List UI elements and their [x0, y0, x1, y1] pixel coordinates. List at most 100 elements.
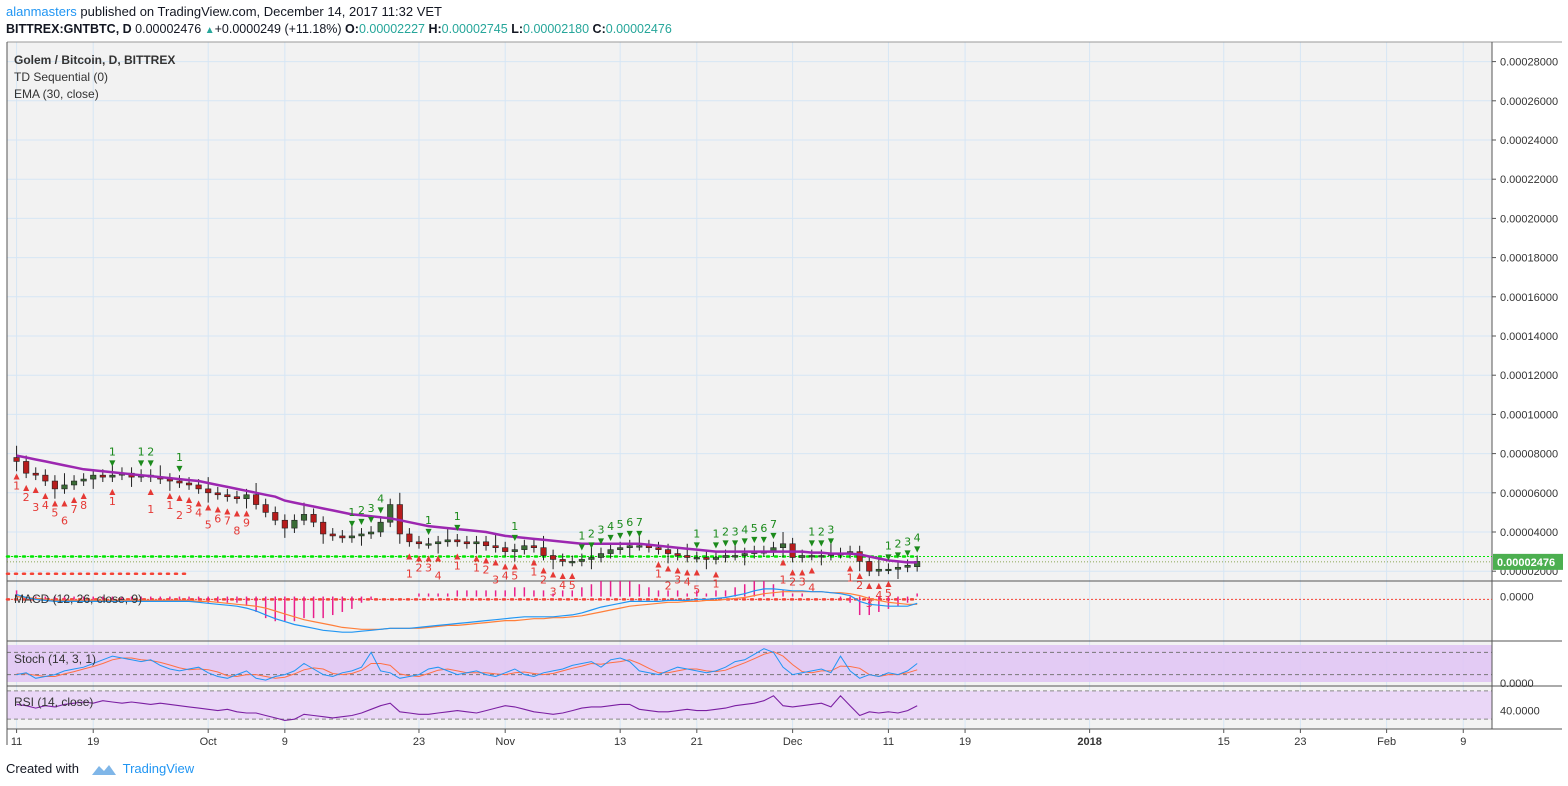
candle: [799, 555, 806, 558]
td-count-up: 5: [751, 522, 758, 535]
td-count-up: 1: [885, 539, 892, 552]
td-count-down: 2: [415, 562, 422, 575]
time-tick-label: 9: [1460, 736, 1466, 748]
td-count-up: 1: [511, 520, 518, 533]
td-up-arrow-icon: ▲: [885, 579, 892, 588]
td-up-arrow-icon: ▲: [224, 507, 231, 516]
candle: [42, 474, 49, 482]
time-tick-label: Dec: [783, 736, 803, 748]
td-down-arrow-icon: ▼: [809, 539, 816, 548]
td-count-up: 2: [895, 537, 902, 550]
td-up-arrow-icon: ▲: [61, 499, 68, 508]
td-up-arrow-icon: ▲: [14, 471, 21, 480]
price-tick-label: 0.00028000: [1500, 57, 1558, 69]
td-down-arrow-icon: ▼: [454, 523, 461, 532]
author-link[interactable]: alanmasters: [6, 4, 77, 19]
published-text: published on TradingView.com, December 1…: [76, 4, 442, 19]
price-tick-label: 0.00010000: [1500, 409, 1558, 421]
price-tick-label: 0.00006000: [1500, 488, 1558, 500]
td-count-down: 3: [186, 503, 193, 516]
td-up-arrow-icon: ▲: [790, 567, 797, 576]
up-triangle-icon: ▲: [204, 25, 215, 36]
candle: [492, 545, 499, 548]
td-up-arrow-icon: ▲: [502, 561, 509, 570]
td-up-arrow-icon: ▲: [799, 567, 806, 576]
tradingview-logo-icon: [91, 764, 116, 775]
candle: [665, 549, 672, 554]
td-count-up: 1: [693, 528, 700, 541]
td-count-up: 1: [348, 506, 355, 519]
td-down-arrow-icon: ▼: [627, 529, 634, 538]
open-label: O:: [345, 22, 359, 36]
price-tick-label: 0.00008000: [1500, 449, 1558, 461]
candle: [300, 514, 308, 521]
candle: [559, 559, 566, 562]
td-up-arrow-icon: ▲: [176, 493, 183, 502]
td-count-up: 3: [368, 502, 375, 515]
td-up-arrow-icon: ▲: [23, 483, 30, 492]
candle: [272, 512, 279, 521]
candles: [13, 445, 921, 580]
macd-signal-line: [16, 591, 918, 630]
td-down-arrow-icon: ▼: [914, 545, 921, 554]
ohlc-legend: BITTREX:GNTBTC, D 0.00002476 ▲+0.0000249…: [6, 22, 672, 36]
td-count-down: 3: [492, 574, 499, 587]
td-count-up: 4: [607, 520, 614, 533]
td-count-down: 4: [808, 581, 815, 594]
price-tick-label: 0.00020000: [1500, 213, 1558, 225]
td-count-down: 1: [530, 566, 537, 579]
td-count-down: 4: [195, 507, 202, 520]
time-tick-label: 11: [883, 736, 894, 748]
td-up-arrow-icon: ▲: [186, 495, 193, 504]
td-count-up: 5: [617, 518, 624, 531]
td-down-arrow-icon: ▼: [109, 458, 116, 467]
td-down-arrow-icon: ▼: [138, 458, 145, 467]
tradingview-brand-link[interactable]: TradingView: [122, 761, 195, 776]
price-axis: 0.000020000.000040000.000060000.00008000…: [1492, 57, 1558, 578]
td-count-down: 2: [789, 575, 796, 588]
publish-info: alanmasters published on TradingView.com…: [6, 4, 442, 19]
td-count-up: 3: [904, 536, 911, 549]
candle: [109, 474, 116, 478]
td-count-down: 4: [684, 575, 691, 588]
candle: [741, 553, 748, 556]
price-tick-label: 0.00018000: [1500, 253, 1558, 265]
td-count-down: 3: [799, 575, 806, 588]
candle: [473, 541, 480, 545]
candle: [425, 543, 432, 546]
candle: [617, 547, 624, 550]
candle: [61, 484, 68, 490]
td-count-down: 1: [13, 479, 20, 492]
price-tick-label: 0.00004000: [1500, 527, 1558, 539]
candle: [415, 541, 423, 545]
td-up-arrow-icon: ▲: [167, 491, 174, 500]
td-count-down: 3: [32, 501, 39, 514]
created-with-text: Created with: [6, 761, 79, 776]
stoch-title: Stoch (14, 3, 1): [14, 652, 96, 666]
price-tick-label: 0.00022000: [1500, 174, 1558, 186]
td-count-down: 3: [674, 573, 681, 586]
price-tick-label: 0.00014000: [1500, 331, 1558, 343]
stoch-zero-label: 0.0000: [1500, 678, 1534, 690]
candle: [291, 519, 298, 529]
td-count-down: 5: [51, 507, 58, 520]
last-price: 0.00002476: [135, 22, 202, 36]
candle: [185, 482, 193, 486]
td-count-up: 1: [109, 445, 116, 458]
td-down-arrow-icon: ▼: [732, 539, 739, 548]
time-tick-label: Oct: [200, 736, 217, 748]
td-count-down: 9: [243, 517, 250, 530]
td-down-arrow-icon: ▼: [598, 537, 605, 546]
td-up-arrow-icon: ▲: [205, 503, 212, 512]
td-up-arrow-icon: ▲: [876, 581, 883, 590]
td-count-up: 2: [358, 504, 365, 517]
td-down-arrow-icon: ▼: [425, 527, 432, 536]
open-value: 0.00002227: [358, 22, 425, 36]
td-count-down: 5: [885, 587, 892, 600]
candle: [904, 565, 911, 568]
candle: [233, 496, 240, 499]
stoch-k-line: [16, 648, 918, 681]
td-count-down: 4: [42, 499, 49, 512]
td-down-arrow-icon: ▼: [742, 537, 749, 546]
